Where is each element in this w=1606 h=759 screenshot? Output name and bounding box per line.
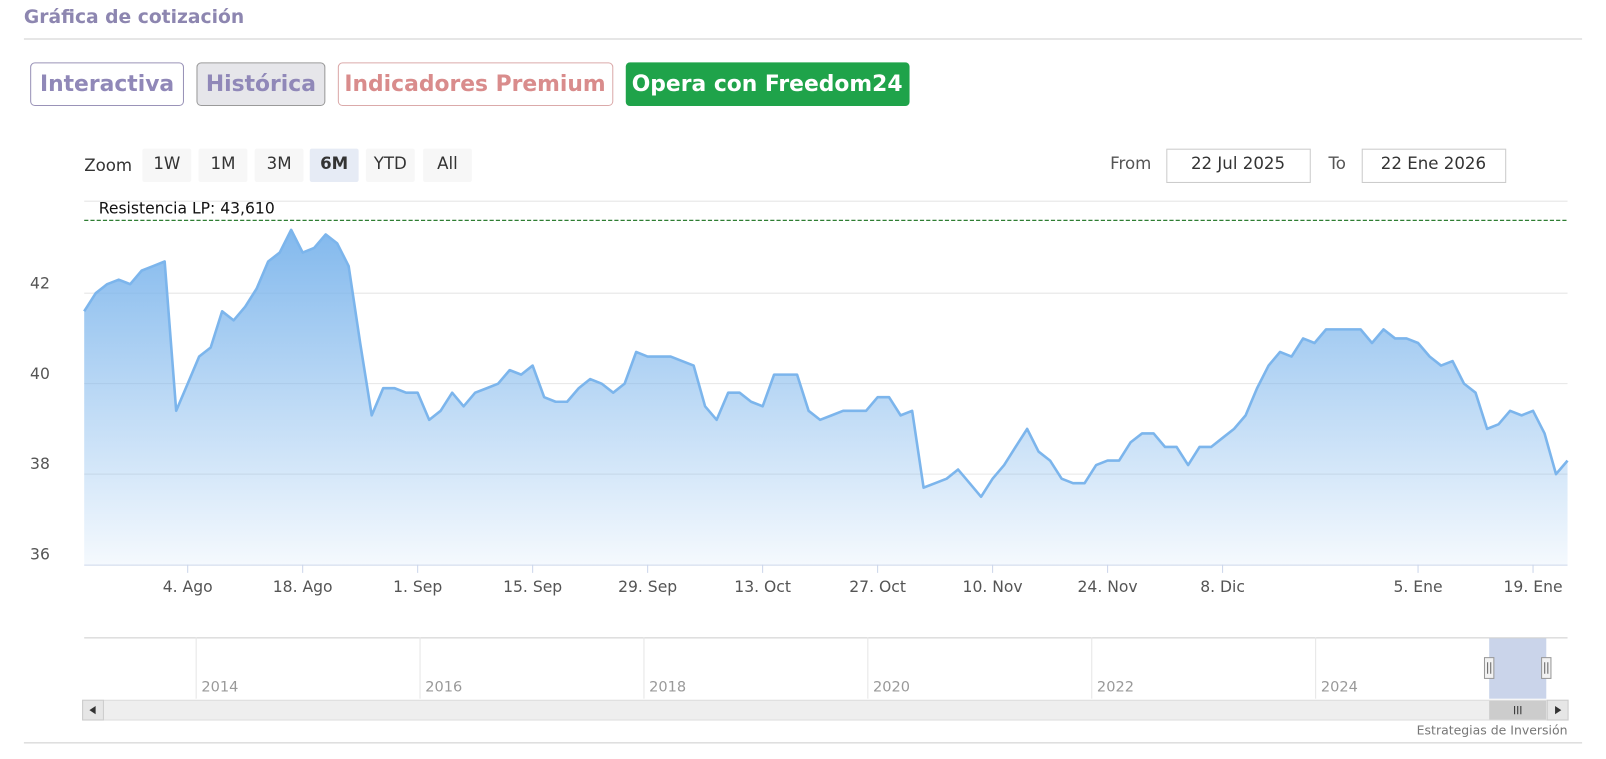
credit: Estrategias de Inversión	[1417, 722, 1568, 737]
navigator-label: 2020	[873, 678, 910, 695]
to-date[interactable]: 22 Ene 2026	[1381, 154, 1486, 173]
x-tick-label: 27. Oct	[849, 578, 906, 596]
tab-freedom24[interactable]	[625, 62, 910, 107]
navigator-selection	[1483, 638, 1552, 720]
zoom-button[interactable]	[142, 148, 192, 182]
navigator-label: 2018	[649, 678, 686, 695]
navigator-label: 2014	[201, 678, 238, 695]
zoom-button[interactable]	[254, 148, 304, 182]
section-title: Gráfica de cotización	[24, 7, 244, 28]
x-tick-label: 10. Nov	[963, 578, 1023, 596]
zoom-option[interactable]: 1W	[153, 154, 180, 173]
from-date[interactable]: 22 Jul 2025	[1191, 154, 1285, 173]
zoom-label: Zoom	[84, 156, 132, 175]
x-tick-label: 13. Oct	[734, 578, 791, 596]
thumb-grip	[1514, 705, 1522, 715]
navigator-label: 2016	[425, 678, 462, 695]
zoom-option[interactable]: YTD	[373, 154, 407, 173]
y-tick-label: 40	[30, 365, 50, 383]
handle[interactable]	[1483, 657, 1495, 679]
x-tick-label: 18. Ago	[273, 578, 333, 596]
y-tick-label: 42	[30, 274, 50, 292]
zoom-option[interactable]: 6M	[320, 154, 348, 173]
tab-label[interactable]: Interactiva	[40, 72, 174, 97]
zoom-option[interactable]: 3M	[267, 154, 292, 173]
plot: 36 38 40 42 4. Ago 18. Ago 1. Sep 15. Sep 29. Se…	[30, 199, 1569, 596]
handle-grip	[1487, 662, 1492, 674]
tab-premium[interactable]	[337, 62, 614, 107]
arrow-left	[89, 705, 96, 715]
x-tick-label: 8. Dic	[1200, 578, 1245, 596]
x-tick-label: 24. Nov	[1078, 578, 1138, 596]
selection-window	[1489, 638, 1547, 699]
tab-historica[interactable]	[196, 62, 326, 107]
tab-interactiva[interactable]	[30, 62, 184, 107]
tab-label[interactable]: Opera con Freedom24	[632, 72, 903, 97]
y-tick-label: 38	[30, 455, 50, 473]
x-tick-label: 4. Ago	[163, 578, 213, 596]
navigator-axis: 2014 2016 2018 2020 2022 2024	[195, 637, 1358, 699]
navigator-label: 2024	[1321, 678, 1358, 695]
resistance-label: Resistencia LP: 43,610	[99, 199, 275, 217]
tab-label[interactable]: Indicadores Premium	[344, 72, 605, 97]
handle[interactable]	[1541, 657, 1552, 679]
y-tick-label: 36	[30, 546, 50, 564]
x-tick-label: 19. Ene	[1504, 578, 1563, 596]
arrow-right	[1555, 705, 1562, 715]
x-tick-label: 15. Sep	[503, 578, 562, 596]
zoom-button[interactable]	[423, 148, 472, 182]
zoom-buttons: 1W 1M 3M 6M YTD All	[142, 148, 472, 182]
handle-grip	[1544, 662, 1549, 674]
zoom-option[interactable]: All	[437, 154, 458, 173]
x-tick-label: 1. Sep	[393, 578, 442, 596]
to-input[interactable]	[1361, 148, 1507, 183]
navigator	[84, 637, 1568, 699]
navigator-label: 2022	[1097, 678, 1134, 695]
x-tick-label: 5. Ene	[1393, 578, 1442, 596]
zoom-option[interactable]: 1M	[211, 154, 236, 173]
from-input[interactable]	[1166, 148, 1311, 183]
zoom-button[interactable]	[309, 148, 359, 182]
price-line	[83, 228, 1569, 499]
tab-label[interactable]: Histórica	[206, 72, 316, 97]
x-tick-label: 29. Sep	[618, 578, 677, 596]
zoom-button[interactable]	[365, 148, 415, 182]
scrollbar[interactable]	[82, 699, 1569, 721]
area-fill	[84, 229, 1568, 565]
to-label: To	[1327, 154, 1346, 173]
zoom-button[interactable]	[198, 148, 248, 182]
from-label: From	[1110, 154, 1151, 173]
